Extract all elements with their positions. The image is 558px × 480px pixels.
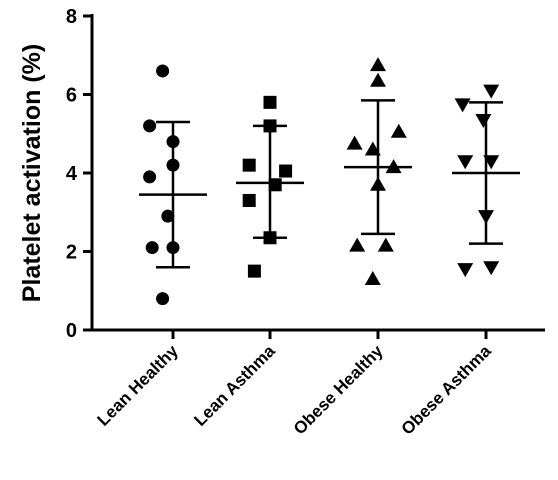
- data-point-square: [268, 178, 282, 192]
- data-point-triangle-up: [370, 72, 386, 87]
- data-point-circle: [143, 119, 157, 133]
- x-category-label: Lean Healthy: [94, 341, 183, 430]
- data-point-square: [279, 164, 293, 178]
- x-category-label: Lean Asthma: [190, 341, 279, 430]
- data-point-triangle-up: [385, 159, 402, 174]
- data-point-triangle-up: [346, 135, 363, 150]
- data-point-triangle-up: [377, 237, 394, 252]
- data-point-square: [263, 95, 277, 109]
- data-point-square: [242, 193, 256, 207]
- data-point-square: [263, 231, 277, 245]
- data-point-square: [247, 264, 261, 278]
- data-point-triangle-up: [370, 176, 386, 191]
- data-point-circle: [145, 241, 159, 255]
- data-point-triangle-down: [483, 84, 500, 99]
- data-point-triangle-down: [457, 263, 474, 278]
- y-tick-label: 0: [66, 320, 77, 342]
- x-category-label: Obese Healthy: [290, 341, 387, 438]
- x-category-label: Obese Asthma: [398, 341, 496, 439]
- y-axis-title: Platelet activation (%): [18, 44, 46, 302]
- data-point-circle: [156, 64, 170, 78]
- plot-area: 0 2 4 6 8 Lean Healthy Lean Asthma Obese Health…: [66, 6, 545, 439]
- y-tick-label: 6: [66, 85, 77, 107]
- data-point-triangle-down: [457, 155, 474, 170]
- data-point-square: [242, 158, 256, 172]
- y-tick-label: 4: [66, 163, 78, 185]
- data-point-circle: [166, 158, 180, 172]
- data-point-circle: [166, 241, 180, 255]
- y-tick-label: 2: [66, 242, 77, 264]
- data-point-circle: [161, 209, 175, 223]
- data-point-triangle-up: [390, 123, 407, 138]
- data-point-triangle-down: [483, 155, 500, 170]
- data-point-circle: [143, 170, 157, 184]
- data-point-triangle-up: [370, 57, 386, 72]
- data-point-triangle-up: [364, 270, 381, 285]
- data-point-triangle-down: [454, 98, 471, 113]
- data-point-circle: [156, 292, 170, 306]
- data-point-triangle-down: [483, 261, 500, 276]
- data-point-triangle-down: [478, 210, 494, 225]
- y-tick-label: 8: [66, 6, 77, 28]
- data-point-triangle-up: [349, 237, 366, 252]
- data-point-square: [263, 119, 277, 133]
- data-point-triangle-down: [475, 114, 492, 129]
- data-point-triangle-up: [364, 141, 381, 156]
- data-point-circle: [166, 135, 180, 149]
